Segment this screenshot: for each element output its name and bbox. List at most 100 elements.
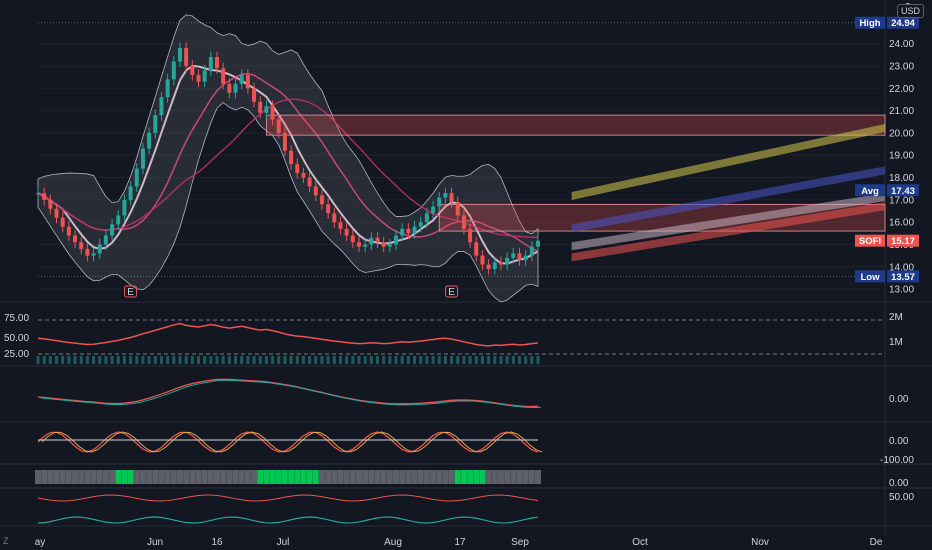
candle-body	[202, 70, 207, 82]
candle-body	[301, 173, 306, 178]
candle-body	[165, 79, 170, 98]
volume-bar	[159, 356, 163, 364]
x-tick-label: De	[870, 537, 883, 548]
x-tick-label: Aug	[384, 537, 402, 548]
candle-body	[461, 215, 466, 229]
volume-bar	[73, 356, 77, 364]
volume-bar	[425, 356, 429, 364]
candle-body	[529, 246, 534, 256]
candle-body	[264, 106, 269, 113]
x-tick-label: ay	[35, 537, 46, 548]
volume-bar	[450, 356, 454, 364]
candle-body	[177, 48, 182, 62]
volume-bar	[240, 356, 244, 364]
price-pill-name-bg	[855, 16, 885, 29]
candle-body	[103, 235, 108, 245]
volume-bar	[129, 356, 133, 364]
squeeze-bar	[257, 470, 264, 484]
candle-body	[276, 119, 281, 133]
candle-body	[356, 242, 361, 247]
volume-bar	[178, 356, 182, 364]
volume-bar	[42, 356, 46, 364]
price-pill-value-bg	[887, 184, 919, 197]
squeeze-bar	[263, 470, 270, 484]
squeeze-bar	[362, 470, 369, 484]
price-pill-value: 15.17	[891, 236, 915, 247]
squeeze-bar	[152, 470, 159, 484]
squeeze-bar	[504, 470, 511, 484]
candle-body	[536, 240, 540, 247]
candle-body	[437, 197, 442, 207]
volume-bar	[437, 356, 441, 364]
candle-body	[140, 148, 145, 169]
squeeze-bar	[115, 470, 122, 484]
volume-bar	[196, 356, 200, 364]
squeeze-bar	[109, 470, 116, 484]
x-tick-label: 17	[454, 537, 466, 548]
volume-bar	[499, 356, 503, 364]
candle-body	[319, 195, 324, 205]
price-pill-value: 24.94	[891, 18, 915, 29]
y-tick-label: 17.00	[889, 195, 914, 206]
x-tick-label: Oct	[632, 537, 648, 548]
earnings-marker	[445, 285, 459, 298]
squeeze-bar	[374, 470, 381, 484]
volume-bar	[326, 356, 330, 364]
squeeze-bar	[214, 470, 221, 484]
currency-label[interactable]: USD	[896, 4, 924, 18]
y-tick-label: 20.00	[889, 128, 914, 139]
squeeze-bar	[528, 470, 535, 484]
squeeze-bar	[355, 470, 362, 484]
signal-line	[40, 379, 542, 408]
candle-body	[153, 115, 158, 133]
candle-body	[116, 215, 121, 225]
candle-body	[326, 204, 331, 214]
candle-body	[511, 253, 516, 258]
x-tick-label: Jul	[277, 537, 290, 548]
candle-body	[492, 262, 497, 269]
squeeze-bar	[201, 470, 208, 484]
candle-body	[381, 242, 386, 247]
volume-bar	[85, 356, 89, 364]
volume-bar	[431, 356, 435, 364]
candle-body	[184, 48, 189, 66]
candle-body	[110, 224, 115, 236]
squeeze-bar	[232, 470, 239, 484]
squeeze-bar	[442, 470, 449, 484]
squeeze-bar	[294, 470, 301, 484]
squeeze-bar	[300, 470, 307, 484]
price-pill-name-bg	[855, 270, 885, 283]
y-tick-label: 22.00	[889, 84, 914, 95]
squeeze-bar	[139, 470, 146, 484]
candle-body	[227, 83, 232, 93]
volume-bar	[419, 356, 423, 364]
squeeze-bar	[318, 470, 325, 484]
volume-bar	[258, 356, 262, 364]
squeeze-bar	[467, 470, 474, 484]
y-tick-label: 23.00	[889, 62, 914, 73]
candle-body	[270, 106, 275, 120]
squeeze-bar	[393, 470, 400, 484]
squeeze-bar	[84, 470, 91, 484]
osc-tick-label: 50.00	[889, 492, 914, 503]
volume-bar	[227, 356, 231, 364]
price-pill-value-bg	[887, 270, 919, 283]
candle-body	[295, 164, 300, 174]
rsi-line	[37, 322, 539, 347]
price-pill-name: Avg	[861, 186, 879, 197]
candle-body	[474, 242, 479, 256]
squeeze-bar	[269, 470, 276, 484]
squeeze-bar	[436, 470, 443, 484]
candle-body	[171, 61, 176, 80]
price-pill-name: High	[859, 18, 880, 29]
volume-bar	[122, 356, 126, 364]
volume-bar	[48, 356, 52, 364]
volume-bar	[308, 356, 312, 364]
squeeze-bar	[516, 470, 523, 484]
volume-bar	[234, 356, 238, 364]
squeeze-bar	[510, 470, 517, 484]
candle-body	[221, 68, 226, 84]
squeeze-bar	[189, 470, 196, 484]
candle-body	[282, 132, 287, 151]
